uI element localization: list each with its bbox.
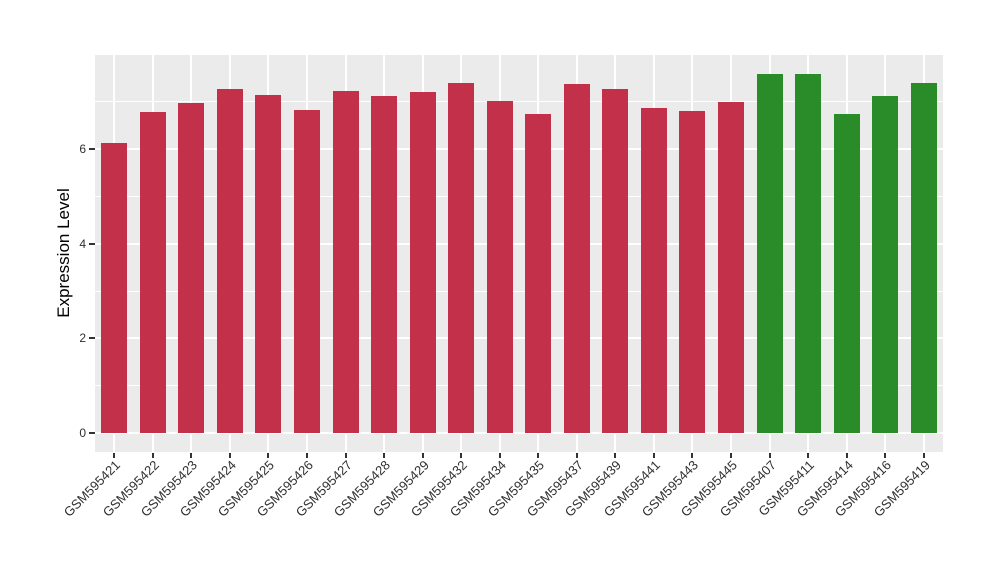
major-gridline — [95, 148, 943, 151]
bar-GSM595429 — [409, 92, 436, 434]
y-tick-label: 0 — [79, 426, 86, 441]
x-axis-tick — [575, 453, 578, 458]
x-axis-tick — [807, 453, 810, 458]
bar-GSM595414 — [833, 114, 860, 434]
y-axis-tick — [89, 337, 95, 340]
y-axis-tick — [89, 242, 95, 245]
y-axis-tick — [89, 148, 95, 151]
bar-GSM595422 — [139, 111, 166, 434]
minor-gridline — [95, 385, 943, 387]
x-axis-tick — [730, 453, 732, 458]
bar-GSM595432 — [448, 82, 475, 434]
x-axis-tick — [498, 453, 501, 458]
bar-GSM595407 — [756, 73, 783, 434]
bar-GSM595439 — [602, 88, 629, 434]
major-gridline — [95, 242, 943, 245]
bar-GSM595425 — [255, 94, 282, 434]
x-axis-tick — [306, 453, 308, 458]
x-axis-tick — [421, 453, 424, 458]
x-axis-tick — [768, 453, 771, 458]
plot-panel — [95, 55, 943, 452]
bar-GSM595421 — [101, 143, 128, 434]
x-axis-tick — [190, 453, 193, 458]
bar-GSM595411 — [795, 73, 822, 434]
x-axis-tick — [922, 453, 925, 458]
major-gridline — [95, 337, 943, 340]
x-axis-tick — [614, 453, 617, 458]
y-axis-title: Expression Level — [54, 188, 73, 318]
x-axis-tick — [383, 453, 386, 458]
bar-GSM595443 — [679, 110, 706, 434]
x-axis-tick — [884, 453, 887, 458]
x-axis-tick — [537, 453, 540, 458]
x-axis-tick — [344, 453, 347, 458]
minor-gridline — [95, 195, 943, 197]
bar-GSM595435 — [525, 114, 552, 434]
bar-GSM595437 — [563, 83, 590, 434]
y-tick-label: 2 — [79, 331, 86, 346]
x-axis-tick — [151, 453, 154, 458]
x-axis-tick — [691, 453, 694, 458]
bar-GSM595428 — [371, 96, 398, 434]
bar-GSM595423 — [178, 103, 205, 434]
x-axis-tick — [845, 453, 848, 458]
major-gridline — [95, 432, 943, 435]
minor-gridline — [95, 290, 943, 292]
bar-GSM595426 — [294, 109, 320, 434]
bar-GSM595445 — [718, 101, 744, 434]
bar-GSM595441 — [640, 107, 667, 434]
x-axis-tick — [460, 453, 463, 458]
bar-GSM595424 — [216, 89, 243, 434]
bar-GSM595419 — [910, 82, 937, 434]
minor-gridline — [95, 101, 943, 103]
x-axis-tick — [113, 453, 116, 458]
x-axis-tick — [652, 453, 655, 458]
x-axis-tick — [267, 453, 270, 458]
bar-GSM595416 — [872, 96, 899, 434]
y-axis-tick — [89, 432, 95, 435]
y-tick-label: 6 — [79, 142, 86, 157]
x-axis-tick — [228, 453, 231, 458]
bar-GSM595434 — [486, 100, 513, 434]
y-tick-label: 4 — [79, 236, 86, 251]
bar-GSM595427 — [332, 90, 359, 434]
